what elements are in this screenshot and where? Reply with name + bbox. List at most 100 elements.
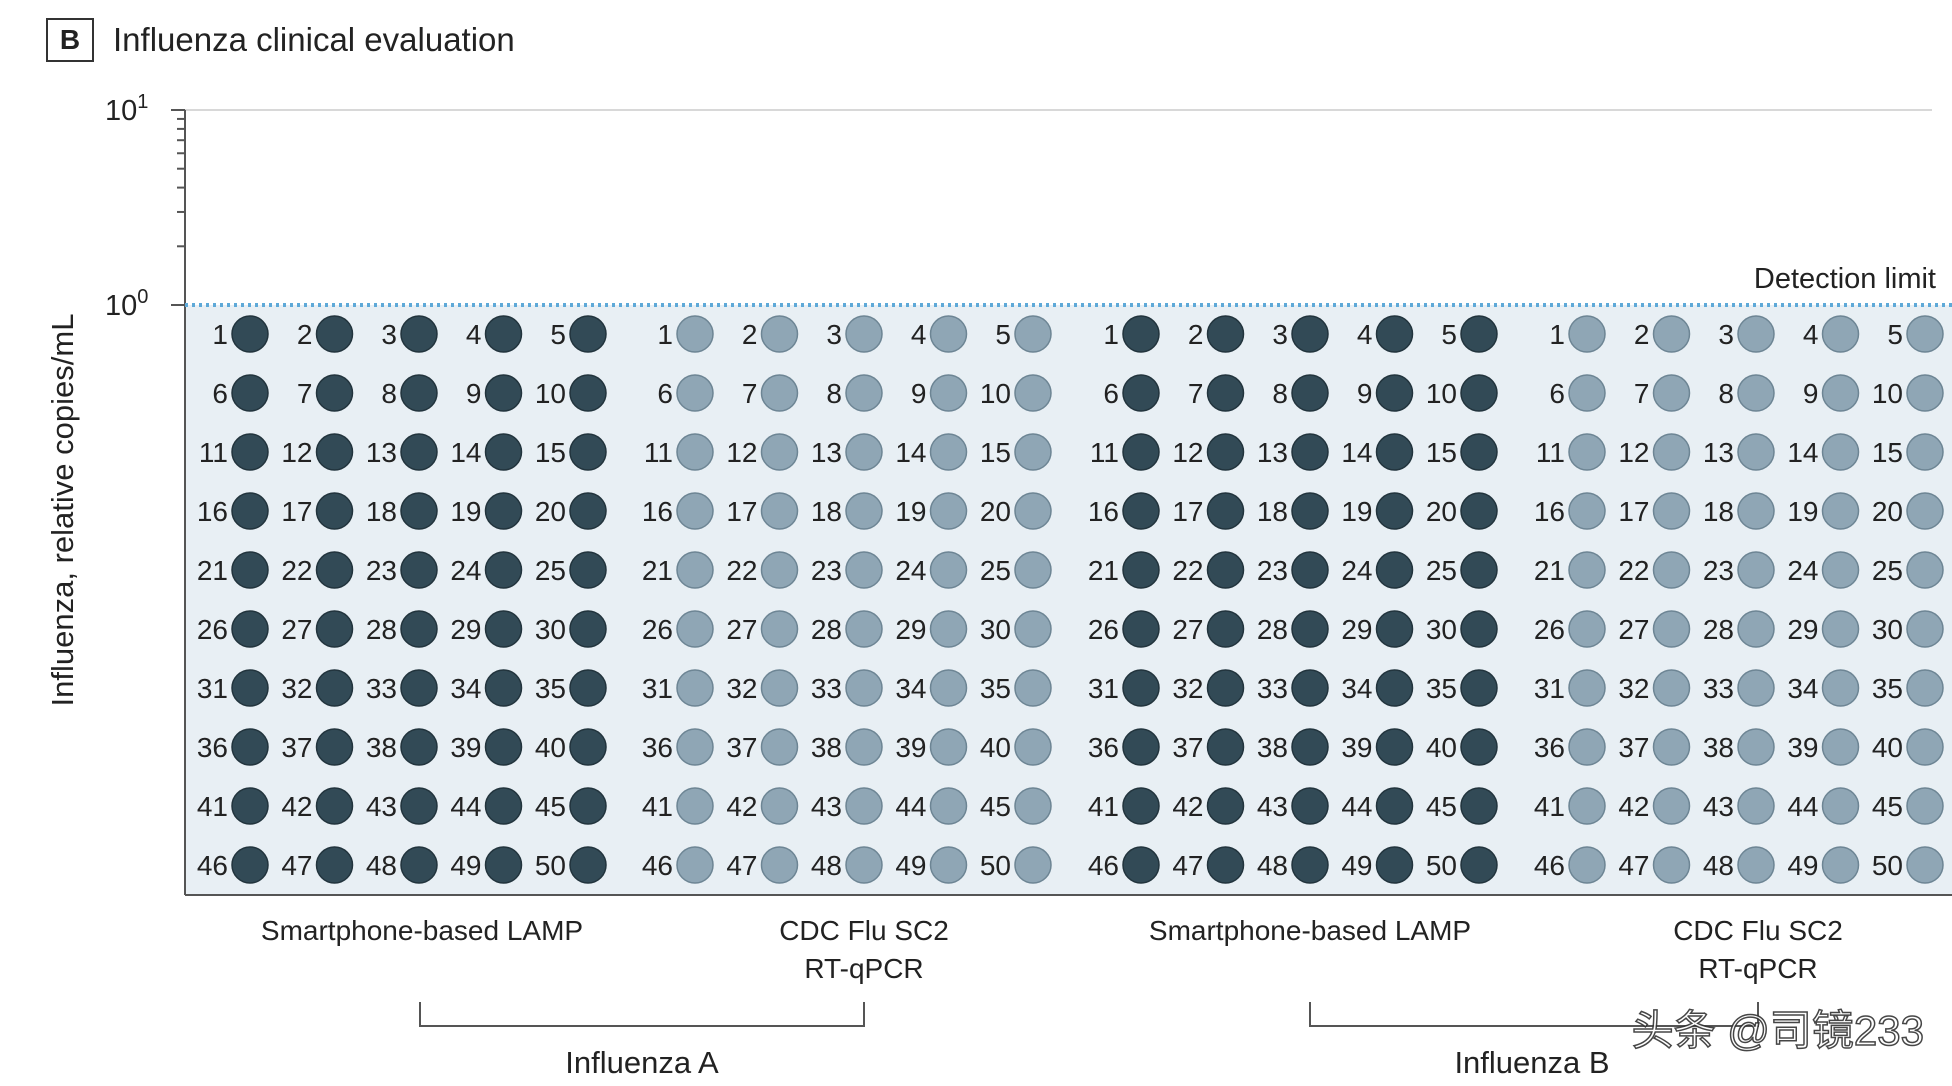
- sample-dot: [1375, 610, 1414, 648]
- sample-dot: [1460, 846, 1498, 884]
- sample-dot: [1014, 846, 1052, 884]
- sample-number: 49: [1341, 850, 1372, 881]
- sample-dot: [1737, 551, 1775, 589]
- sample-dot: [315, 551, 354, 589]
- sample-dot: [760, 374, 799, 412]
- sample-dot: [676, 374, 714, 412]
- sample-dot: [1014, 610, 1052, 648]
- sample-dot: [1906, 433, 1944, 471]
- sample-dot: [1568, 846, 1606, 884]
- bracket-influenza-a: [419, 1002, 865, 1027]
- sample-number: 25: [1426, 555, 1457, 586]
- sample-dot: [1291, 669, 1329, 707]
- sample-dot: [1122, 315, 1160, 353]
- sample-dot: [929, 669, 968, 707]
- sample-number: 6: [657, 378, 673, 409]
- sample-dot: [1375, 492, 1414, 530]
- sample-number: 16: [1088, 496, 1119, 527]
- sample-dot: [1206, 374, 1245, 412]
- sample-dot: [1568, 669, 1606, 707]
- sample-dot: [1460, 315, 1498, 353]
- sample-dot: [400, 433, 438, 471]
- sample-number: 35: [535, 673, 566, 704]
- sample-dot: [845, 669, 883, 707]
- sample-dot: [315, 433, 354, 471]
- sample-number: 28: [811, 614, 842, 645]
- sample-dot: [1122, 610, 1160, 648]
- sample-number: 26: [197, 614, 228, 645]
- sample-dot: [569, 551, 607, 589]
- sample-number: 49: [450, 850, 481, 881]
- sample-dot: [1460, 374, 1498, 412]
- sample-dot: [1460, 433, 1498, 471]
- sample-number: 25: [980, 555, 1011, 586]
- sample-number: 18: [811, 496, 842, 527]
- sample-dot: [676, 551, 714, 589]
- group-label-4-line1: CDC Flu SC2: [1673, 915, 1843, 946]
- sample-number: 37: [1172, 732, 1203, 763]
- sample-dot: [1206, 669, 1245, 707]
- sample-dot: [676, 610, 714, 648]
- sample-dot: [1206, 728, 1245, 766]
- sample-number: 5: [550, 319, 566, 350]
- sample-number: 44: [1341, 791, 1372, 822]
- sample-number: 17: [281, 496, 312, 527]
- sample-number: 41: [1534, 791, 1565, 822]
- sample-dot: [231, 551, 269, 589]
- sample-dot: [1906, 492, 1944, 530]
- sample-dot: [1014, 433, 1052, 471]
- sample-dot: [484, 374, 523, 412]
- sample-dot: [1737, 728, 1775, 766]
- sample-dot: [400, 787, 438, 825]
- sample-dot: [1568, 728, 1606, 766]
- sample-dot: [1652, 551, 1691, 589]
- sample-dot: [1122, 846, 1160, 884]
- sample-number: 28: [1703, 614, 1734, 645]
- y-minor-ticks: [171, 109, 185, 306]
- sample-number: 22: [1172, 555, 1203, 586]
- sample-number: 24: [895, 555, 926, 586]
- sample-number: 50: [980, 850, 1011, 881]
- sample-number: 29: [895, 614, 926, 645]
- sample-dot: [1206, 610, 1245, 648]
- sample-dot: [1206, 492, 1245, 530]
- sample-number: 40: [1426, 732, 1457, 763]
- sample-number: 35: [1872, 673, 1903, 704]
- sample-dot: [676, 315, 714, 353]
- sample-number: 44: [450, 791, 481, 822]
- sample-dot: [845, 610, 883, 648]
- sample-dot: [569, 315, 607, 353]
- sample-number: 26: [1534, 614, 1565, 645]
- sample-number: 43: [1257, 791, 1288, 822]
- sample-dot: [1460, 610, 1498, 648]
- sample-number: 39: [1341, 732, 1372, 763]
- sample-dot: [315, 669, 354, 707]
- sample-dot: [1568, 315, 1606, 353]
- sample-dot: [676, 728, 714, 766]
- sample-number: 42: [726, 791, 757, 822]
- sample-number: 16: [642, 496, 673, 527]
- sample-dot: [1906, 551, 1944, 589]
- sample-number: 8: [1272, 378, 1288, 409]
- sample-dot: [1568, 787, 1606, 825]
- sample-dot: [315, 787, 354, 825]
- sample-number: 42: [1618, 791, 1649, 822]
- sample-dot: [845, 433, 883, 471]
- sample-dot: [1375, 433, 1414, 471]
- sample-number: 7: [1188, 378, 1204, 409]
- sample-number: 15: [535, 437, 566, 468]
- sample-dot: [760, 492, 799, 530]
- sample-number: 7: [742, 378, 758, 409]
- sample-number: 1: [212, 319, 228, 350]
- sample-number: 33: [1703, 673, 1734, 704]
- sample-number: 36: [197, 732, 228, 763]
- sample-dot: [1821, 492, 1860, 530]
- sample-number: 11: [644, 437, 673, 468]
- sample-number: 18: [366, 496, 397, 527]
- sample-number: 48: [366, 850, 397, 881]
- sample-number: 18: [1257, 496, 1288, 527]
- sample-number: 21: [642, 555, 673, 586]
- sample-number: 20: [1426, 496, 1457, 527]
- sample-dot: [676, 787, 714, 825]
- sample-dot: [1122, 374, 1160, 412]
